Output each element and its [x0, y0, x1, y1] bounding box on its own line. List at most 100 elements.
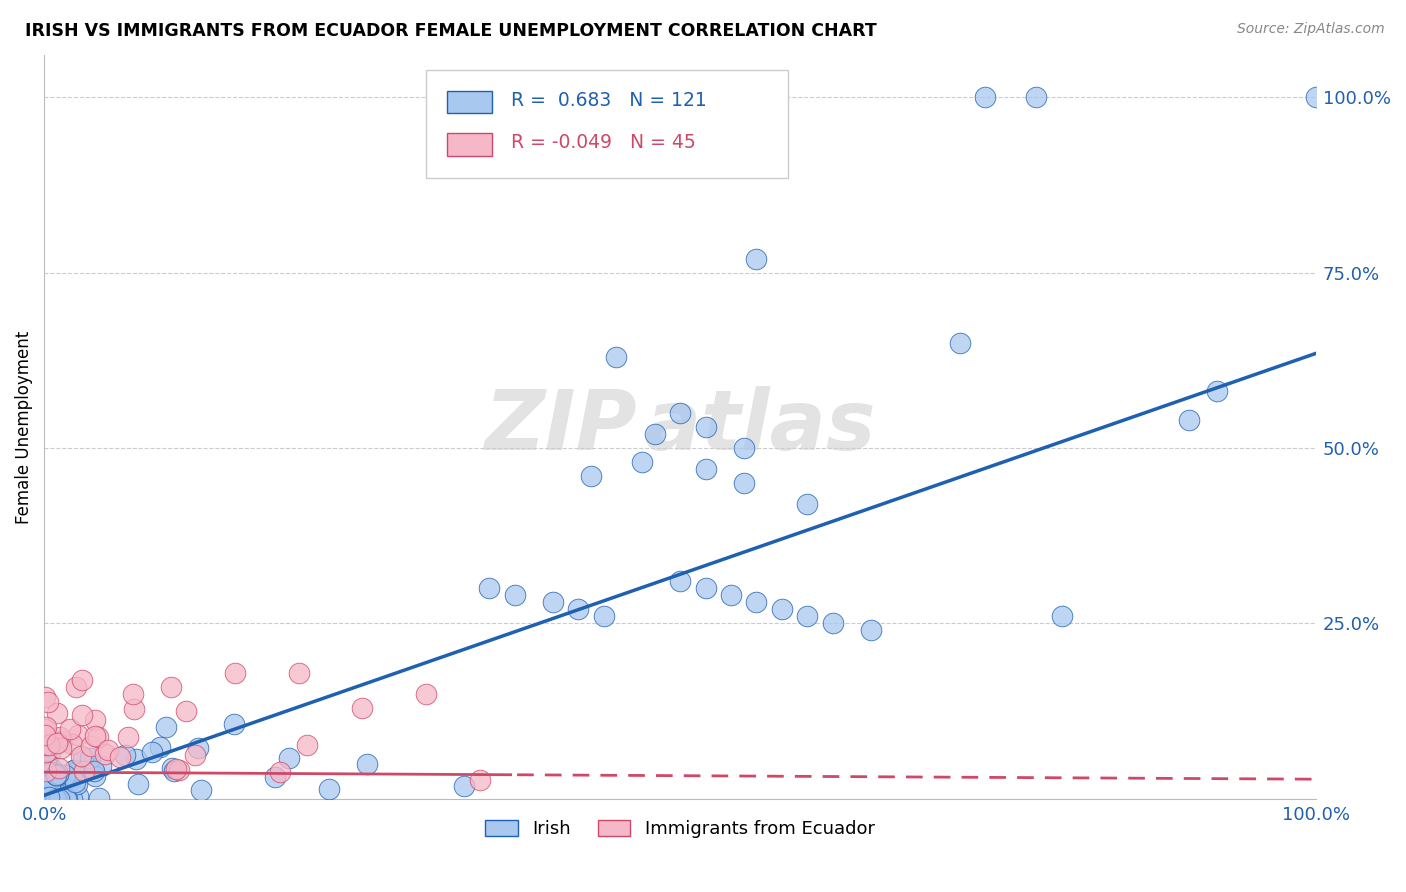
FancyBboxPatch shape — [447, 133, 492, 155]
Point — [34, 789, 56, 804]
Point — [644, 427, 666, 442]
Point — [63, 763, 86, 777]
Point — [35, 736, 58, 750]
Point — [44, 792, 66, 806]
Point — [34, 690, 56, 704]
Point — [949, 335, 972, 350]
Point — [34, 784, 56, 798]
Point — [541, 595, 564, 609]
FancyBboxPatch shape — [426, 70, 789, 178]
Y-axis label: Female Unemployment: Female Unemployment — [15, 330, 32, 524]
Point — [34, 791, 56, 805]
Point — [695, 420, 717, 434]
Point — [84, 729, 107, 743]
Point — [44, 791, 66, 805]
Point — [62, 763, 84, 777]
Point — [148, 739, 170, 754]
Point — [83, 764, 105, 779]
Point — [122, 702, 145, 716]
Point — [165, 763, 187, 777]
Point — [35, 792, 58, 806]
Point — [34, 792, 56, 806]
Point — [796, 609, 818, 624]
Point — [65, 680, 87, 694]
Point — [269, 765, 291, 780]
Point — [39, 765, 62, 780]
Point — [66, 777, 89, 791]
Point — [605, 350, 627, 364]
Point — [45, 767, 67, 781]
Point — [34, 792, 56, 806]
Point — [38, 738, 60, 752]
Point — [34, 753, 56, 767]
Point — [295, 738, 318, 752]
Point — [35, 754, 58, 768]
Point — [224, 716, 246, 731]
Point — [48, 785, 70, 799]
Point — [1025, 90, 1047, 104]
Point — [34, 782, 56, 797]
Point — [695, 462, 717, 476]
Point — [720, 588, 742, 602]
Point — [34, 722, 56, 736]
Point — [859, 624, 882, 638]
Point — [70, 749, 93, 764]
Point — [35, 792, 58, 806]
Point — [39, 792, 62, 806]
Point — [184, 747, 207, 762]
Point — [42, 774, 65, 789]
Point — [39, 792, 62, 806]
Point — [34, 792, 56, 806]
Point — [478, 582, 501, 596]
Point — [125, 752, 148, 766]
Point — [34, 791, 56, 805]
Text: IRISH VS IMMIGRANTS FROM ECUADOR FEMALE UNEMPLOYMENT CORRELATION CHART: IRISH VS IMMIGRANTS FROM ECUADOR FEMALE … — [25, 22, 877, 40]
Legend: Irish, Immigrants from Ecuador: Irish, Immigrants from Ecuador — [478, 813, 882, 846]
Point — [65, 764, 87, 779]
Point — [44, 792, 66, 806]
Point — [67, 789, 90, 804]
Point — [44, 792, 66, 806]
Point — [37, 695, 59, 709]
Point — [745, 595, 768, 609]
Point — [34, 792, 56, 806]
Point — [631, 455, 654, 469]
Point — [42, 782, 65, 797]
Point — [287, 665, 309, 680]
Point — [34, 792, 56, 806]
Point — [44, 792, 66, 806]
Point — [34, 792, 56, 806]
Point — [592, 609, 614, 624]
Point — [60, 771, 83, 785]
Point — [39, 737, 62, 751]
Point — [48, 731, 70, 745]
Point — [733, 441, 755, 455]
Text: ZIP atlas: ZIP atlas — [484, 386, 876, 467]
Point — [110, 749, 132, 764]
Point — [567, 602, 589, 616]
Point — [318, 782, 340, 797]
Point — [38, 792, 60, 806]
Point — [356, 757, 378, 772]
Point — [60, 792, 83, 806]
Point — [503, 588, 526, 602]
Point — [352, 700, 374, 714]
Point — [278, 751, 301, 765]
Point — [38, 787, 60, 801]
Point — [73, 764, 96, 778]
Point — [72, 707, 94, 722]
Point — [58, 722, 80, 736]
Point — [163, 764, 186, 778]
Point — [45, 768, 67, 782]
Point — [51, 741, 73, 756]
Point — [114, 747, 136, 762]
Point — [48, 761, 70, 775]
Point — [669, 574, 692, 589]
Point — [796, 497, 818, 511]
Point — [97, 742, 120, 756]
Point — [48, 734, 70, 748]
Point — [1178, 413, 1201, 427]
Point — [45, 706, 67, 721]
Point — [79, 751, 101, 765]
Point — [34, 792, 56, 806]
